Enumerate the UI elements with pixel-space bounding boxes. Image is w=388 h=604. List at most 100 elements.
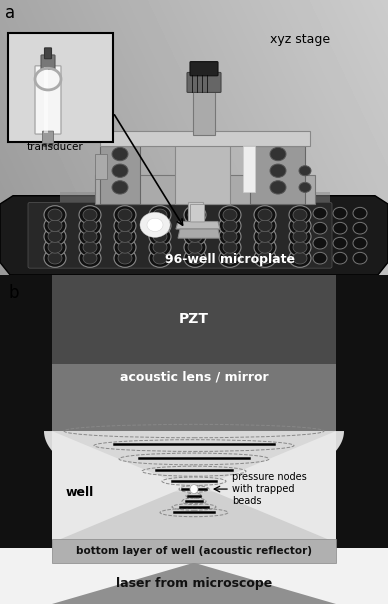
- Text: acoustic lens / mirror: acoustic lens / mirror: [120, 371, 268, 384]
- Circle shape: [188, 231, 202, 242]
- Circle shape: [188, 242, 202, 253]
- FancyBboxPatch shape: [43, 131, 54, 144]
- Polygon shape: [44, 431, 344, 492]
- FancyBboxPatch shape: [52, 364, 336, 431]
- FancyBboxPatch shape: [243, 146, 255, 191]
- Circle shape: [43, 143, 47, 147]
- FancyBboxPatch shape: [95, 175, 315, 204]
- Circle shape: [118, 209, 132, 220]
- Circle shape: [114, 227, 136, 246]
- Circle shape: [293, 220, 307, 231]
- FancyBboxPatch shape: [0, 275, 52, 548]
- Circle shape: [254, 206, 276, 224]
- Circle shape: [118, 231, 132, 242]
- Circle shape: [83, 220, 97, 231]
- Text: xyz stage: xyz stage: [270, 33, 330, 47]
- Circle shape: [184, 238, 206, 257]
- Circle shape: [254, 216, 276, 235]
- Circle shape: [254, 249, 276, 268]
- Text: well: well: [66, 486, 94, 499]
- Circle shape: [184, 216, 206, 235]
- Circle shape: [44, 238, 66, 257]
- Circle shape: [149, 206, 171, 224]
- Polygon shape: [52, 563, 336, 604]
- Circle shape: [149, 249, 171, 268]
- Circle shape: [353, 252, 367, 264]
- Circle shape: [114, 249, 136, 268]
- FancyBboxPatch shape: [191, 204, 204, 222]
- FancyBboxPatch shape: [187, 72, 221, 92]
- Circle shape: [79, 206, 101, 224]
- Circle shape: [258, 252, 272, 264]
- Circle shape: [79, 238, 101, 257]
- Polygon shape: [202, 431, 336, 542]
- FancyBboxPatch shape: [41, 55, 55, 69]
- Circle shape: [219, 216, 241, 235]
- Circle shape: [153, 209, 167, 220]
- Circle shape: [83, 242, 97, 253]
- FancyBboxPatch shape: [52, 431, 336, 542]
- Circle shape: [293, 231, 307, 242]
- Circle shape: [114, 238, 136, 257]
- Circle shape: [289, 206, 311, 224]
- FancyBboxPatch shape: [190, 62, 218, 76]
- FancyBboxPatch shape: [250, 146, 305, 204]
- Circle shape: [153, 252, 167, 264]
- FancyBboxPatch shape: [52, 275, 336, 364]
- FancyBboxPatch shape: [52, 275, 336, 548]
- Circle shape: [44, 249, 66, 268]
- Text: pressure nodes
with trapped
beads: pressure nodes with trapped beads: [232, 472, 307, 507]
- Circle shape: [289, 216, 311, 235]
- Circle shape: [184, 227, 206, 246]
- Circle shape: [270, 147, 286, 161]
- Circle shape: [83, 209, 97, 220]
- Polygon shape: [0, 563, 52, 604]
- Circle shape: [313, 252, 327, 264]
- Circle shape: [112, 181, 128, 194]
- FancyBboxPatch shape: [175, 141, 230, 204]
- Circle shape: [258, 220, 272, 231]
- Circle shape: [270, 181, 286, 194]
- Circle shape: [353, 222, 367, 234]
- Circle shape: [184, 206, 206, 224]
- Circle shape: [223, 209, 237, 220]
- Circle shape: [289, 249, 311, 268]
- Circle shape: [188, 209, 202, 220]
- FancyBboxPatch shape: [60, 191, 330, 202]
- Polygon shape: [336, 563, 388, 604]
- Circle shape: [114, 206, 136, 224]
- Circle shape: [254, 227, 276, 246]
- Circle shape: [333, 222, 347, 234]
- Circle shape: [44, 206, 66, 224]
- Circle shape: [184, 249, 206, 268]
- Circle shape: [289, 238, 311, 257]
- Circle shape: [333, 252, 347, 264]
- Circle shape: [299, 165, 311, 176]
- Circle shape: [48, 209, 62, 220]
- Circle shape: [190, 484, 198, 493]
- Circle shape: [79, 249, 101, 268]
- Circle shape: [118, 252, 132, 264]
- Circle shape: [153, 220, 167, 231]
- FancyBboxPatch shape: [100, 146, 140, 204]
- Circle shape: [270, 164, 286, 178]
- Circle shape: [293, 209, 307, 220]
- Circle shape: [149, 216, 171, 235]
- FancyBboxPatch shape: [188, 202, 203, 229]
- Circle shape: [149, 238, 171, 257]
- Circle shape: [219, 227, 241, 246]
- Circle shape: [79, 227, 101, 246]
- Text: 96-well microplate: 96-well microplate: [165, 254, 295, 266]
- Circle shape: [147, 218, 163, 231]
- Circle shape: [293, 252, 307, 264]
- Circle shape: [313, 237, 327, 249]
- FancyBboxPatch shape: [100, 130, 310, 146]
- Circle shape: [118, 242, 132, 253]
- FancyBboxPatch shape: [52, 539, 336, 563]
- Circle shape: [299, 182, 311, 192]
- Polygon shape: [52, 431, 186, 542]
- Text: a: a: [5, 4, 15, 22]
- Circle shape: [149, 227, 171, 246]
- Circle shape: [83, 231, 97, 242]
- Circle shape: [48, 220, 62, 231]
